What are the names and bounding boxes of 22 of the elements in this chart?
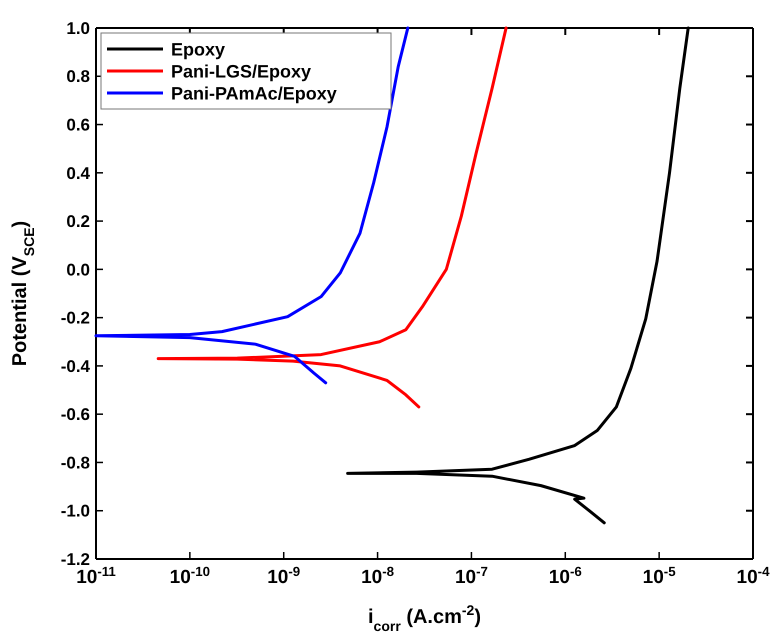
x-axis-title: i$_{corr}$ (A.cm$^{-2}$) (368, 602, 482, 634)
y-tick-label: -1.0 (60, 502, 90, 521)
x-tick-label: 10$^{-6}$ (548, 564, 582, 588)
legend-label: Epoxy (171, 39, 226, 60)
y-tick-label: 0.2 (66, 212, 90, 232)
y-tick-label: 0.4 (66, 164, 91, 183)
y-tick-label: -0.8 (60, 453, 90, 472)
x-tick-label: 10$^{-9}$ (267, 564, 300, 588)
y-tick-label: 0.0 (66, 260, 90, 280)
y-tick-label: -0.4 (60, 356, 91, 376)
y-tick-label: 1.0 (66, 18, 90, 38)
y-tick-label: -0.2 (60, 308, 90, 328)
legend-label: Pani-PAmAc/Epoxy (171, 83, 337, 104)
y-tick-label: -0.6 (60, 405, 90, 424)
x-tick-label: 10$^{-8}$ (361, 564, 394, 588)
x-tick-label: 10$^{-5}$ (642, 564, 676, 588)
x-tick-label: 10$^{-10}$ (170, 564, 210, 588)
legend-label: Pani-LGS/Epoxy (171, 61, 312, 82)
x-tick-label: 10$^{-7}$ (454, 564, 488, 588)
x-tick-label: 10$^{-4}$ (736, 564, 770, 588)
y-tick-label: 0.6 (66, 115, 90, 134)
y-tick-label: 0.8 (66, 67, 90, 86)
